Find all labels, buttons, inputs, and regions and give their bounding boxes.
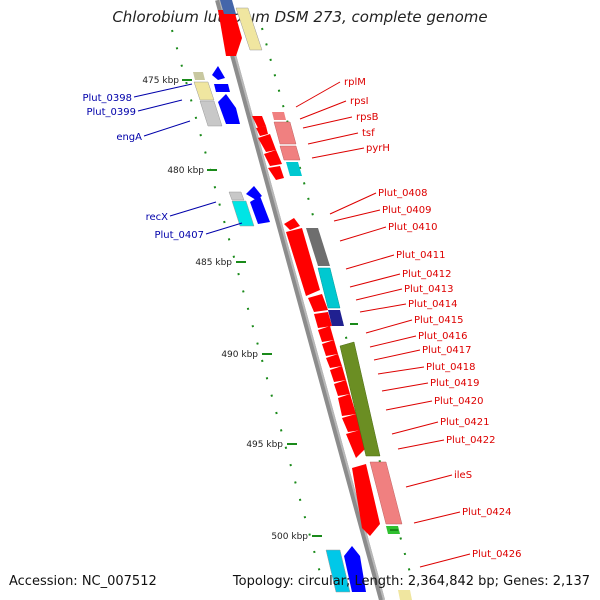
right-gene-labels: rplM rpsI rpsB tsf pyrH Plut_0408 Plut_0… <box>344 77 522 560</box>
outer-ticks <box>350 323 398 531</box>
ruler-label: 500 kbp <box>271 532 308 542</box>
gene-label: Plut_0407 <box>154 230 204 241</box>
cog-box <box>272 112 286 120</box>
gene-label: Plut_0419 <box>430 378 480 389</box>
gene-label: Plut_0424 <box>462 507 512 518</box>
gene-label: Plut_0399 <box>86 107 136 118</box>
gene-arrow <box>268 166 284 180</box>
gene-arrow <box>252 116 266 128</box>
accession-text: Accession: NC_007512 <box>9 574 157 589</box>
cog-box <box>273 121 297 145</box>
ruler-label: 480 kbp <box>167 166 204 176</box>
left-gene-labels: Plut_0398 Plut_0399 engA recX Plut_0407 <box>82 93 204 241</box>
gene-arrow <box>344 546 366 592</box>
gene-arrow <box>338 394 356 416</box>
gene-label: Plut_0410 <box>388 222 438 233</box>
ruler-labels: 475 kbp 480 kbp 485 kbp 490 kbp 495 kbp … <box>142 76 308 542</box>
left-leader-lines <box>133 83 243 235</box>
gene-arrow <box>330 366 346 382</box>
gene-arrow <box>326 354 342 368</box>
gene-label: Plut_0422 <box>446 435 496 446</box>
gene-label: pyrH <box>366 143 390 154</box>
genome-summary-text: Topology: circular; Length: 2,364,842 bp… <box>232 574 590 589</box>
map-title: Chlorobium luteolum DSM 273, complete ge… <box>112 8 488 26</box>
gene-arrow <box>264 150 282 166</box>
backbone-line <box>215 0 385 600</box>
cog-box <box>228 191 245 201</box>
gene-arrow <box>258 134 276 152</box>
gene-arrow <box>334 380 350 396</box>
gene-label: engA <box>116 132 142 143</box>
ruler-label: 495 kbp <box>246 440 283 450</box>
gene-label: Plut_0409 <box>382 205 432 216</box>
gene-arrow <box>218 94 240 124</box>
cog-box <box>193 81 215 101</box>
ruler-label: 490 kbp <box>221 350 258 360</box>
gene-arrow <box>193 72 205 80</box>
cog-box <box>306 228 330 266</box>
cog-box <box>231 200 255 227</box>
gene-label: Plut_0414 <box>408 299 458 310</box>
gene-label: rplM <box>344 77 366 88</box>
cog-box <box>369 461 403 525</box>
gene-arrow <box>214 84 230 92</box>
gene-label: Plut_0411 <box>396 250 446 261</box>
ruler-label: 485 kbp <box>195 258 232 268</box>
gene-label: Plut_0421 <box>440 417 490 428</box>
gene-label: ileS <box>454 470 472 481</box>
gene-label: Plut_0416 <box>418 331 468 342</box>
cog-box <box>286 162 302 176</box>
right-leader-lines <box>295 81 471 568</box>
cog-box <box>328 310 344 326</box>
gene-label: Plut_0420 <box>434 396 484 407</box>
top-features <box>218 0 263 56</box>
gene-label: Plut_0415 <box>414 315 464 326</box>
right-gene-features <box>252 112 412 600</box>
cog-box <box>325 549 351 593</box>
gene-label: Plut_0413 <box>404 284 454 295</box>
gene-label: Plut_0412 <box>402 269 452 280</box>
gene-arrow <box>314 312 332 328</box>
gene-label: Plut_0417 <box>422 345 472 356</box>
left-gene-features <box>193 66 366 593</box>
gene-arrow <box>322 340 338 356</box>
cog-box <box>199 100 223 127</box>
gene-arrow <box>246 186 262 200</box>
cog-box <box>339 341 381 457</box>
gene-label: Plut_0408 <box>378 188 428 199</box>
gene-arrow <box>250 196 270 224</box>
gene-arrow <box>318 326 334 342</box>
gene-label: Plut_0426 <box>472 549 522 560</box>
gene-label: rpsB <box>356 112 379 123</box>
gene-arrow <box>284 218 300 230</box>
cog-box <box>279 145 301 161</box>
gene-label: rpsI <box>350 96 369 107</box>
gene-arrow <box>256 126 268 136</box>
gene-arrow <box>212 66 225 80</box>
gene-arrow <box>352 464 380 536</box>
ruler-label: 475 kbp <box>142 76 179 86</box>
ruler-ticks <box>182 79 322 537</box>
gene-label: Plut_0398 <box>82 93 132 104</box>
gene-label: recX <box>146 212 169 223</box>
gene-arrow <box>286 228 320 296</box>
gene-arrow <box>308 294 328 312</box>
gene-arrow <box>346 430 366 458</box>
cog-box <box>317 267 341 309</box>
gene-label: tsf <box>362 128 375 139</box>
cog-box <box>398 590 412 600</box>
gene-label: Plut_0418 <box>426 362 476 373</box>
backbone-highlight <box>219 0 385 600</box>
